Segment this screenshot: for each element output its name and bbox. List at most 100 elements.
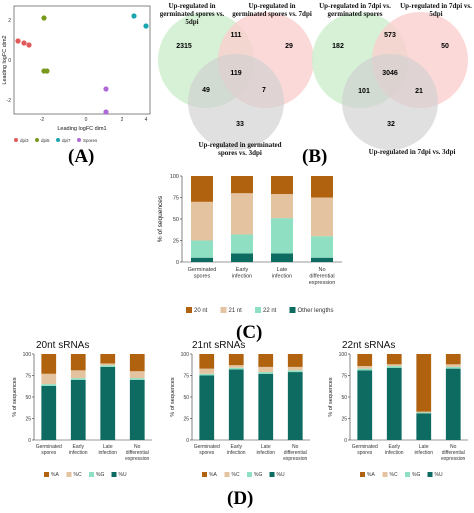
nt21-chart-category-label: Early <box>231 444 243 450</box>
legend-label-dpi7: dpi7 <box>62 138 71 143</box>
nt21-chart-bar-c <box>228 365 244 368</box>
length-chart-category-label: expression <box>309 280 336 286</box>
nt22-chart-y-tick-label: 25 <box>341 417 347 423</box>
nt22-chart-bar-u <box>357 370 373 440</box>
panel-label-c: (C) <box>236 322 263 343</box>
nt21-chart-y-tick-label: 50 <box>183 395 189 401</box>
panel-label-a: (A) <box>68 146 95 167</box>
nt22-chart-bar-g <box>386 366 402 368</box>
legend-label-dpi5: dpi5 <box>41 138 50 143</box>
nt22-chart-bar-g <box>445 366 461 369</box>
nt21-chart-bar-c <box>258 366 274 373</box>
nt21-chart-bar-g <box>258 372 274 374</box>
chart-20nt-title: 20nt sRNAs <box>36 340 90 351</box>
mds-x-tick-1: -2 <box>40 117 45 123</box>
nt21-chart-category-label: No <box>292 444 299 450</box>
venn-left-only-b: 29 <box>285 43 293 50</box>
venn-left-circle-c <box>188 54 284 150</box>
nt21-chart-category-label: infection <box>256 450 275 456</box>
length-chart-bar-20-nt <box>271 176 293 195</box>
mds-point-dpi7 <box>131 13 137 19</box>
legend-label-dpi3: dpi3 <box>20 138 29 143</box>
venn-left-all: 119 <box>230 70 241 77</box>
nt22-chart-legend-label-a: %A <box>367 472 375 478</box>
nt21-chart-bar-u <box>228 369 244 440</box>
nt21-chart-bar-a <box>199 354 215 369</box>
nt22-chart-bar-a <box>357 354 373 367</box>
nt20-chart-category-label: No <box>134 444 141 450</box>
nt22-chart-bar-a <box>445 354 461 365</box>
nt21-chart-legend-label-c: %C <box>232 472 240 478</box>
length-chart-legend-swatch-22-nt <box>255 307 261 313</box>
nt22-chart-bar-c <box>386 364 402 367</box>
venn-right-b-c: 21 <box>415 88 423 95</box>
venn-left-only-c: 33 <box>236 121 244 128</box>
nt22-chart-category-label: Early <box>389 444 401 450</box>
length-chart-bar-22-nt <box>231 234 253 254</box>
nt20-chart-y-tick-label: 75 <box>25 374 31 380</box>
nt20-chart-bar-c <box>129 371 145 379</box>
nt21-chart-bar-u <box>287 372 303 440</box>
length-chart-category-label: spores <box>194 274 211 280</box>
nt21-chart-bar-g <box>228 367 244 370</box>
nt22-chart-bar-u <box>416 413 432 440</box>
mds-point-dpi3 <box>21 40 27 46</box>
length-chart-category-label: No <box>318 267 325 273</box>
nt22-chart-category-label: infection <box>414 450 433 456</box>
nt22-chart-category-label: spores <box>357 450 373 456</box>
nt22-chart-bar-a <box>416 354 432 412</box>
venn-left-only-a: 2315 <box>176 43 192 50</box>
length-chart-y-axis-label: % of sequences <box>157 195 164 242</box>
nt20-chart-category-label: infection <box>98 450 117 456</box>
panel-label-b: (B) <box>302 146 328 167</box>
length-chart-category-label: infection <box>272 274 293 280</box>
chart-length-distribution: 0 25 50 75 100 % of sequences Germinatedspores… <box>157 174 342 314</box>
panel-label-d: (D) <box>227 488 254 509</box>
nt21-chart-category-label: differential <box>284 450 307 456</box>
nt22-chart-bar-c <box>357 366 373 369</box>
nt20-chart-y-tick-label: 25 <box>25 417 31 423</box>
nt20-chart-legend-swatch-g <box>89 472 94 477</box>
venn-left-label-a: Up-regulated in germinated spores vs. 5d… <box>159 2 225 26</box>
mds-x-tick-2: 0 <box>85 117 88 123</box>
nt21-chart-legend-label-g: %G <box>254 472 262 478</box>
nt20-chart-legend-label-c: %C <box>74 472 82 478</box>
length-chart-bar-20-nt <box>311 176 333 198</box>
nt21-chart-bar-u <box>258 373 274 440</box>
length-chart-y-tick-label: 0 <box>176 260 179 266</box>
length-chart-y-tick-label: 25 <box>173 239 179 245</box>
length-chart-legend-label-22-nt: 22 nt <box>263 308 277 314</box>
nt22-chart-y-tick-label: 50 <box>341 395 347 401</box>
nt22-chart-legend-swatch-u <box>427 472 433 477</box>
nt20-chart-bar-u <box>70 379 86 440</box>
nt22-chart-category-label: expression <box>441 456 465 462</box>
nt21-chart-bar-c <box>287 366 303 371</box>
length-chart-legend-swatch-other-lengths <box>289 307 296 313</box>
nt20-chart-legend-label-g: %G <box>96 472 104 478</box>
nt22-chart-bar-u <box>445 368 461 440</box>
venn-right-label-c: Up-regulated in 7dpi vs. 3dpi <box>368 148 456 156</box>
legend-dot-dpi7 <box>56 138 60 142</box>
nt20-chart-y-axis-label: % of sequences <box>12 377 18 416</box>
nt21-chart-legend-label-a: %A <box>209 472 217 478</box>
nt21-chart-legend-swatch-u <box>269 472 275 477</box>
venn-right-all: 3046 <box>382 70 398 77</box>
venn-left: 2315 111 29 119 49 7 33 <box>158 12 314 150</box>
length-chart-bar-21-nt <box>271 194 293 219</box>
nt20-chart-legend-swatch-c <box>66 472 72 477</box>
nt22-chart-y-tick-label: 0 <box>344 438 347 444</box>
nt20-chart-bar-c <box>70 370 86 379</box>
length-chart-bar-other-lengths <box>311 257 333 262</box>
venn-left-a-b: 111 <box>231 32 242 39</box>
length-chart-legend-label-other-lengths: Other lengths <box>298 308 334 314</box>
mds-point-dpi3 <box>26 42 32 48</box>
panel-a: 2 0 -2 -2 0 2 4 Leading logFC dim1 Leadi… <box>0 0 160 150</box>
mds-x-axis-label: Leading logFC dim1 <box>57 126 106 132</box>
length-chart-bar-20-nt <box>191 176 213 202</box>
mds-legend: dpi3 dpi5 dpi7 Spores <box>14 138 98 143</box>
venn-right-only-a: 182 <box>332 43 344 50</box>
nt22-chart-bar-c <box>416 411 432 413</box>
nt20-chart-bar-g <box>41 384 57 386</box>
venn-right-label-a: Up-regulated in 7dpi vs. germinated spor… <box>319 2 391 18</box>
nt21-chart-bar-g <box>287 370 303 373</box>
